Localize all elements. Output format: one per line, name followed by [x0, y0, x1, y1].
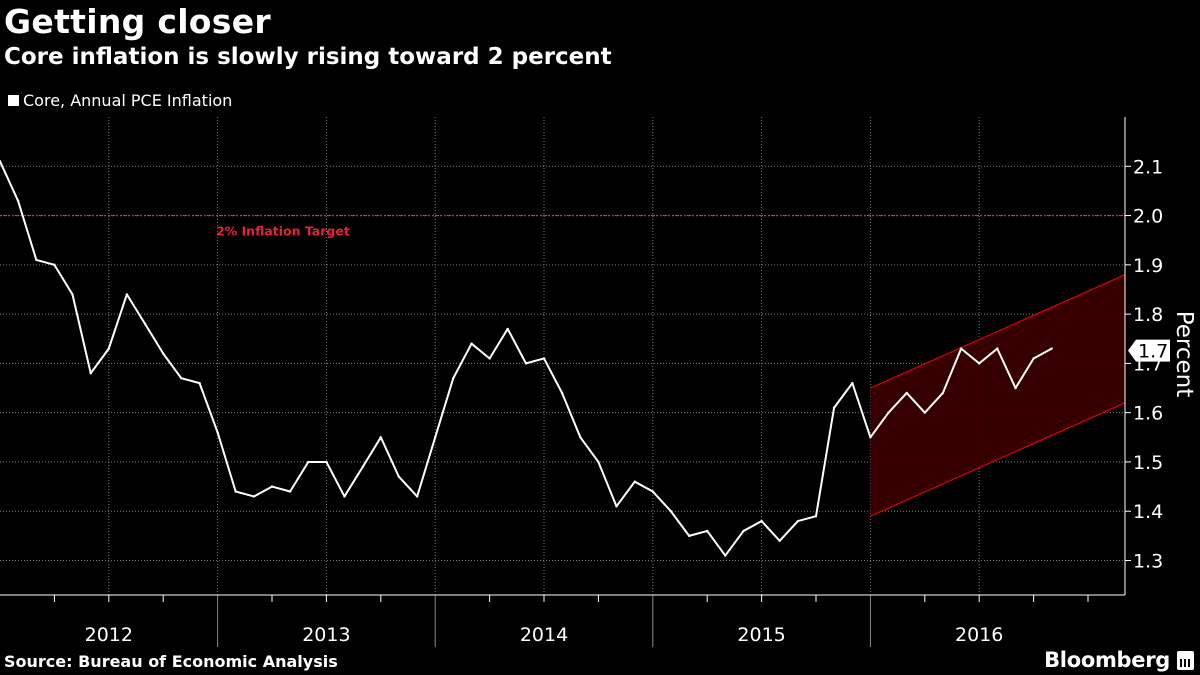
- data-point: [905, 391, 908, 395]
- data-point: [651, 490, 655, 493]
- data-point: [542, 357, 546, 360]
- trend-channel: [870, 274, 1125, 517]
- data-point: [941, 391, 945, 395]
- x-tick-label: 2013: [302, 624, 350, 646]
- last-value-marker: 1.7: [1128, 339, 1170, 363]
- data-point: [1014, 386, 1017, 390]
- data-point: [959, 347, 963, 350]
- data-point: [1050, 347, 1053, 350]
- y-tick-label: 1.5: [1133, 452, 1163, 474]
- data-point: [71, 293, 74, 296]
- trend-channel-upper-edge: [870, 274, 1126, 389]
- data-point: [53, 263, 56, 267]
- data-point: [107, 347, 111, 350]
- y-axis-label: Percent: [1171, 311, 1197, 398]
- data-point: [415, 495, 419, 498]
- data-point: [35, 258, 38, 262]
- data-point: [143, 322, 147, 326]
- legend-swatch: [8, 95, 19, 106]
- data-point: [597, 460, 600, 464]
- data-point: [379, 436, 383, 439]
- data-point: [996, 347, 999, 350]
- data-point: [778, 539, 781, 542]
- bloomberg-chart-icon: [1177, 651, 1194, 670]
- data-point: [452, 376, 455, 380]
- data-point: [560, 391, 564, 395]
- data-point: [270, 485, 274, 488]
- data-point: [832, 406, 836, 409]
- legend: Core, Annual PCE Inflation: [8, 91, 232, 110]
- data-point: [234, 490, 237, 493]
- data-point: [343, 495, 346, 498]
- chart-title: Getting closer: [4, 2, 271, 41]
- target-label: 2% Inflation Target: [216, 224, 350, 239]
- data-point: [470, 342, 473, 345]
- data-point: [706, 529, 709, 533]
- data-point: [869, 436, 872, 439]
- data-point: [162, 352, 165, 355]
- trend-channel-lower-edge: [870, 402, 1126, 517]
- data-point: [361, 465, 364, 469]
- last-value-label: 1.7: [1138, 341, 1168, 363]
- data-point: [851, 381, 854, 385]
- data-point: [524, 362, 528, 365]
- data-point: [615, 505, 618, 508]
- data-point: [89, 372, 92, 375]
- data-point: [325, 460, 328, 464]
- data-point: [252, 495, 256, 498]
- y-tick-label: 1.4: [1133, 501, 1163, 523]
- data-point: [579, 436, 582, 439]
- data-point: [180, 376, 183, 380]
- data-point: [923, 411, 927, 414]
- data-point: [978, 362, 981, 365]
- y-tick-label: 2.1: [1133, 156, 1163, 178]
- data-point: [16, 199, 20, 202]
- data-point: [397, 475, 401, 478]
- data-point: [125, 293, 129, 296]
- data-point: [760, 519, 763, 523]
- x-tick-label: 2014: [520, 624, 568, 646]
- data-point: [434, 436, 437, 439]
- legend-label: Core, Annual PCE Inflation: [23, 91, 233, 110]
- y-tick-label: 1.9: [1133, 255, 1163, 277]
- data-point: [288, 490, 292, 493]
- data-point: [796, 519, 800, 523]
- data-point: [814, 514, 818, 518]
- y-tick-label: 1.8: [1133, 304, 1163, 326]
- data-point: [742, 529, 745, 533]
- chart-subtitle: Core inflation is slowly rising toward 2…: [4, 44, 612, 70]
- data-point: [0, 160, 2, 163]
- data-point: [887, 411, 890, 414]
- data-point: [488, 357, 491, 360]
- y-tick-label: 1.3: [1133, 551, 1163, 573]
- data-point: [506, 327, 509, 331]
- y-tick-label: 2.0: [1133, 206, 1163, 228]
- bloomberg-logo: Bloomberg: [1044, 648, 1170, 672]
- x-tick-label: 2015: [737, 624, 785, 646]
- data-point: [216, 431, 219, 434]
- x-tick-label: 2016: [955, 624, 1003, 646]
- data-point: [724, 554, 727, 557]
- y-tick-label: 1.6: [1133, 403, 1163, 425]
- data-point: [633, 480, 636, 483]
- data-point: [307, 460, 310, 464]
- source-note: Source: Bureau of Economic Analysis: [4, 652, 338, 671]
- data-point: [669, 510, 673, 513]
- data-point: [198, 381, 201, 385]
- x-tick-label: 2012: [85, 624, 133, 646]
- data-point: [1032, 357, 1035, 360]
- data-point: [687, 534, 691, 538]
